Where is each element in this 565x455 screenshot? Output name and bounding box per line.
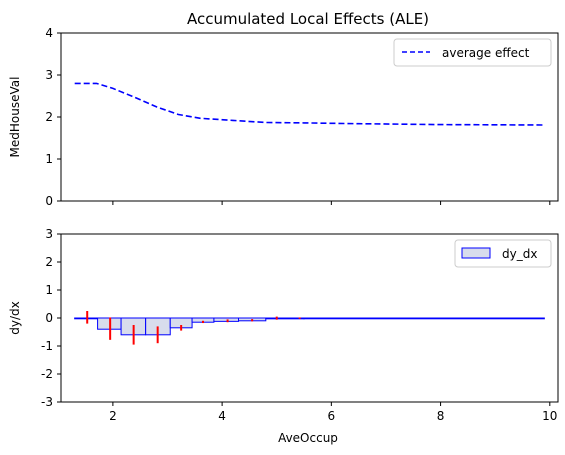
y-tick-label: 4 xyxy=(45,26,53,40)
y-tick-label: 1 xyxy=(45,283,53,297)
y-tick-label: -2 xyxy=(41,367,53,381)
x-tick-label: 10 xyxy=(542,409,557,423)
dydx-bar-panel: dy/dx AveOccup -3 -2 -1 0 1 2 3 2 4 6 8 10 dy_dx xyxy=(8,227,559,445)
dy-dx-bar xyxy=(265,317,305,320)
bottom-legend: dy_dx xyxy=(454,239,552,268)
dy-dx-bar xyxy=(303,317,545,320)
dy-dx-bar xyxy=(213,317,240,322)
legend-label-dy-dx: dy_dx xyxy=(502,247,537,261)
bottom-plot-area: -3 -2 -1 0 1 2 3 2 4 6 8 10 xyxy=(41,227,557,423)
y-tick-label: 3 xyxy=(45,227,53,241)
x-tick-label: 2 xyxy=(109,409,117,423)
y-tick-label: 2 xyxy=(45,255,53,269)
y-tick-label: 1 xyxy=(45,152,53,166)
y-tick-label: -3 xyxy=(41,395,53,409)
legend-box xyxy=(393,38,552,67)
legend-label-average-effect: average effect xyxy=(442,46,530,60)
legend-swatch-dy-dx xyxy=(461,247,491,259)
y-tick-label: -1 xyxy=(41,339,53,353)
series-line-average-effect xyxy=(74,82,545,126)
y-tick-label: 3 xyxy=(45,68,53,82)
bottom-y-axis-label: dy/dx xyxy=(8,301,22,334)
top-legend: average effect xyxy=(393,38,552,67)
bottom-axes-frame xyxy=(60,233,559,403)
x-tick-label: 8 xyxy=(437,409,445,423)
bottom-x-axis-label: AveOccup xyxy=(278,431,338,445)
x-tick-label: 6 xyxy=(328,409,336,423)
chart-title: Accumulated Local Effects (ALE) xyxy=(187,10,429,28)
y-tick-label: 0 xyxy=(45,194,53,208)
top-axes-frame xyxy=(60,32,559,202)
dy-dx-bar xyxy=(74,317,99,320)
y-tick-label: 2 xyxy=(45,110,53,124)
ale-line-panel: Accumulated Local Effects (ALE) MedHouse… xyxy=(8,10,559,208)
top-y-axis-label: MedHouseVal xyxy=(8,77,22,158)
top-plot-area: 0 1 2 3 4 xyxy=(45,26,551,208)
x-tick-label: 4 xyxy=(218,409,226,423)
legend-box xyxy=(454,239,552,268)
y-tick-label: 0 xyxy=(45,311,53,325)
